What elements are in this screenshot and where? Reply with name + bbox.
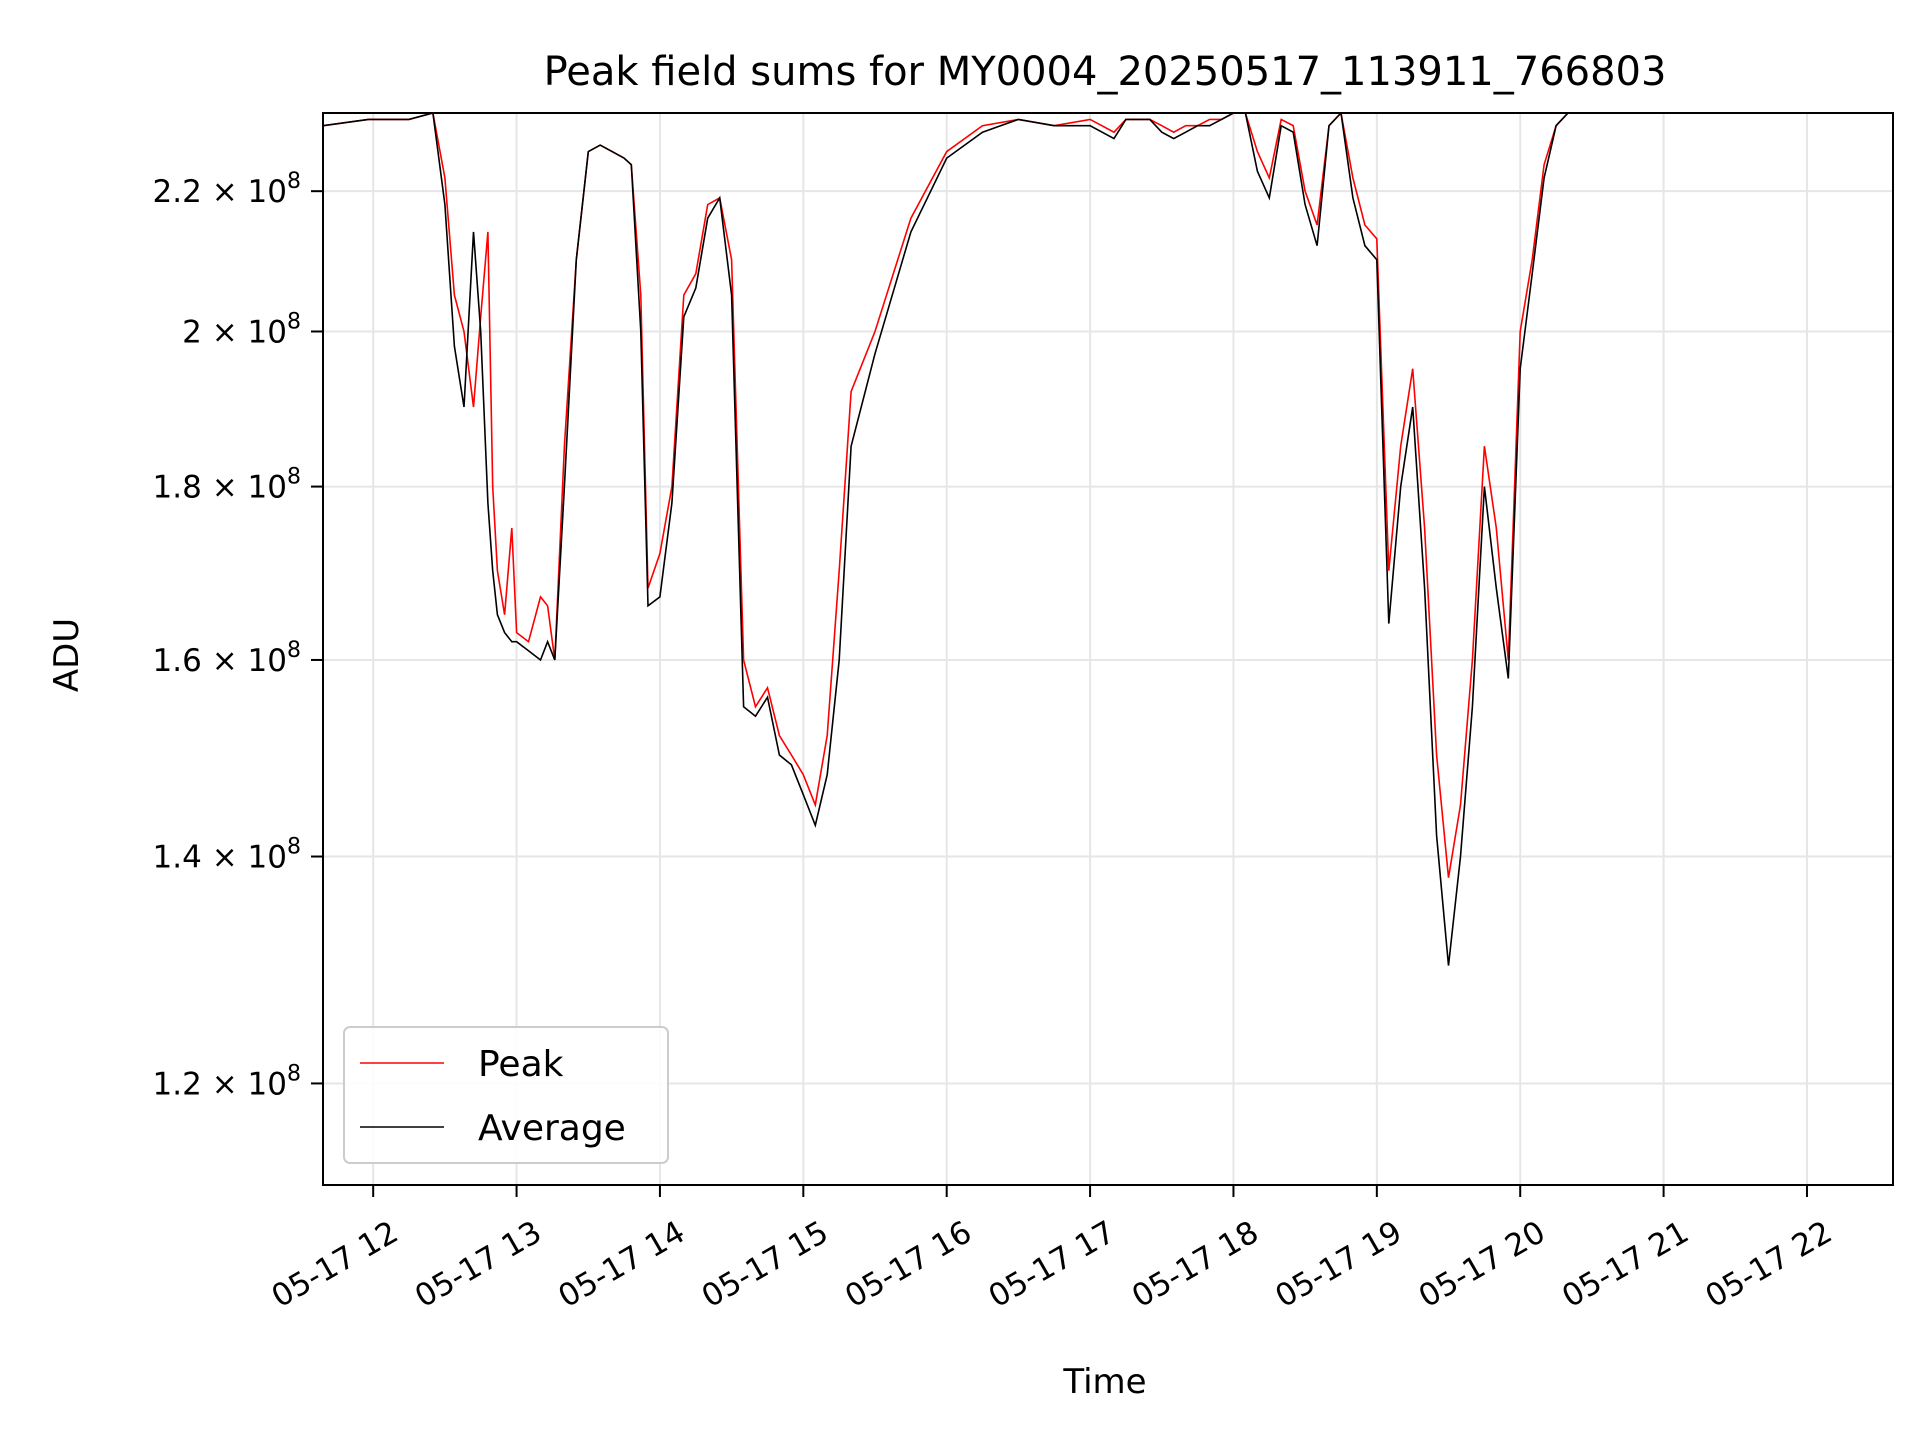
y-tick-mantissa: 2 bbox=[182, 314, 202, 350]
y-tick-label: 1.6 × 108 bbox=[153, 638, 301, 679]
y-tick-mantissa: 1.6 bbox=[153, 643, 202, 679]
y-tick-exponent: 8 bbox=[287, 835, 301, 860]
y-tick-base: 10 bbox=[248, 840, 287, 876]
y-tick-label: 1.8 × 108 bbox=[153, 465, 301, 506]
y-tick-label: 1.2 × 108 bbox=[153, 1061, 301, 1102]
y-tick-label: 1.4 × 108 bbox=[153, 835, 301, 876]
y-tick-exponent: 8 bbox=[287, 1061, 301, 1086]
plot-area bbox=[323, 113, 1893, 966]
y-tick-base: 10 bbox=[248, 174, 287, 210]
y-tick-exponent: 8 bbox=[287, 309, 301, 334]
y-tick-mantissa: 1.2 bbox=[153, 1066, 202, 1102]
y-tick-label: 2.2 × 108 bbox=[153, 169, 301, 210]
y-tick-exponent: 8 bbox=[287, 169, 301, 194]
series-line-average bbox=[323, 113, 1893, 966]
chart-title: Peak field sums for MY0004_20250517_1139… bbox=[544, 49, 1667, 95]
y-tick-mantissa: 1.4 bbox=[153, 840, 202, 876]
legend-label-peak: Peak bbox=[478, 1044, 564, 1085]
y-tick-label: 2 × 108 bbox=[182, 309, 301, 350]
grid bbox=[323, 113, 1893, 1185]
y-tick-exponent: 8 bbox=[287, 465, 301, 490]
y-tick-times: × bbox=[202, 1066, 248, 1102]
y-tick-times: × bbox=[202, 643, 248, 679]
y-tick-mantissa: 2.2 bbox=[153, 174, 202, 210]
legend: Peak Average bbox=[343, 1026, 669, 1164]
y-tick-base: 10 bbox=[248, 314, 287, 350]
axes-frame bbox=[322, 112, 1894, 1186]
y-tick-times: × bbox=[202, 174, 248, 210]
y-tick-times: × bbox=[202, 470, 248, 506]
y-tick-mantissa: 1.8 bbox=[153, 470, 202, 506]
legend-box bbox=[343, 1026, 669, 1164]
y-tick-base: 10 bbox=[248, 470, 287, 506]
y-axis-label: ADU bbox=[47, 618, 87, 692]
y-tick-times: × bbox=[202, 840, 248, 876]
y-tick-base: 10 bbox=[248, 643, 287, 679]
y-tick-exponent: 8 bbox=[287, 638, 301, 663]
legend-label-average: Average bbox=[478, 1108, 626, 1149]
x-axis-label: Time bbox=[1062, 1362, 1146, 1402]
y-tick-times: × bbox=[202, 314, 248, 350]
series-line-peak bbox=[323, 113, 1893, 878]
y-tick-base: 10 bbox=[248, 1066, 287, 1102]
